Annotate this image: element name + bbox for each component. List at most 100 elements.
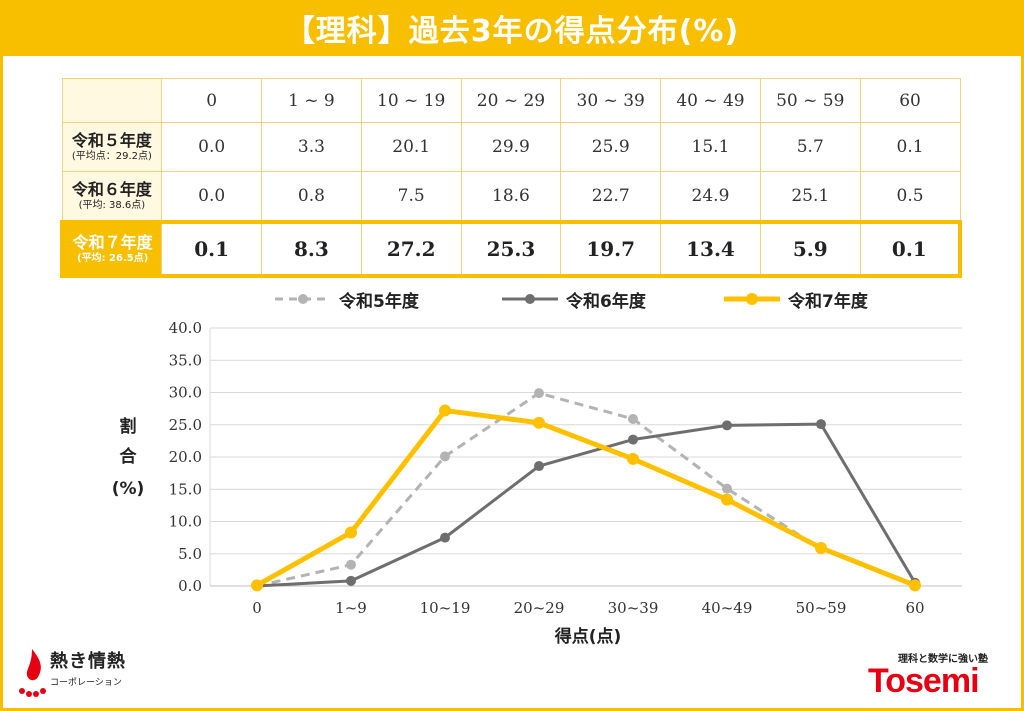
x-tick-label: 10~19: [420, 599, 471, 617]
x-tick-label: 50~59: [796, 599, 847, 617]
row-year: 令和６年度: [71, 180, 152, 199]
x-tick-label: 60: [905, 599, 924, 617]
x-tick-label: 40~49: [702, 599, 753, 617]
data-point-0: [722, 483, 732, 494]
row-year: 令和５年度: [71, 131, 152, 150]
data-point-1: [722, 420, 732, 431]
x-tick-label: 0: [252, 599, 262, 617]
row-year: 令和７年度: [72, 233, 153, 252]
table-cell: 0.8: [261, 171, 362, 223]
data-point-0: [534, 388, 544, 399]
col-header: 30 ~ 39: [560, 78, 662, 123]
row-average: (平均点：29.2点): [71, 151, 152, 162]
y-axis-label: 割: [120, 416, 137, 437]
logo-tagline: 理科と数学に強い塾: [898, 654, 988, 665]
table-cell: 0.1: [161, 220, 263, 278]
col-header: 50 ~ 59: [759, 78, 861, 123]
corporation-logo: 熱き情熱 コーポレーション: [18, 645, 148, 700]
data-point-2: [721, 493, 733, 506]
series-line-2: [255, 408, 916, 588]
y-tick-label: 10.0: [169, 513, 202, 531]
data-point-2: [815, 541, 827, 554]
data-point-2: [345, 526, 357, 539]
col-header: 10 ~ 19: [360, 78, 462, 123]
col-header: 60: [859, 78, 961, 123]
col-header: 20 ~ 29: [460, 78, 562, 123]
row-average: (平均: 38.6点): [78, 200, 146, 211]
table-cell: 7.5: [360, 171, 462, 223]
data-point-0: [628, 413, 638, 424]
logo-brand: Tosemi: [868, 662, 980, 700]
legend-swatch-r5: [275, 294, 331, 304]
table-cell: 29.9: [460, 122, 562, 172]
x-tick-label: 30~39: [608, 599, 659, 617]
y-axis-label: (%): [112, 479, 145, 499]
table-cell: 19.7: [560, 220, 662, 278]
y-tick-label: 20.0: [169, 448, 202, 466]
x-axis-label: 得点(点): [554, 626, 622, 647]
row-average: (平均: 26.5点): [76, 253, 149, 264]
table-row-r7: 令和７年度 (平均: 26.5点) 0.1 8.3 27.2 25.3 19.7…: [60, 220, 962, 278]
legend-label: 令和7年度: [788, 291, 868, 312]
data-point-1: [346, 575, 356, 586]
data-point-0: [440, 451, 450, 462]
table-cell: 13.4: [660, 220, 761, 278]
table-cell: 25.3: [460, 220, 562, 278]
logo-name: 熱き情熱: [50, 651, 126, 672]
data-point-2: [533, 416, 545, 429]
legend-swatch-r6: [502, 294, 558, 304]
table-cell: 25.1: [759, 171, 861, 223]
row-header-r5: 令和５年度 (平均点：29.2点): [61, 122, 163, 172]
title-bar: 【理科】過去3年の得点分布(%): [0, 0, 1024, 56]
y-axis-label: 合: [120, 446, 138, 467]
legend-item-r6: 令和6年度: [500, 284, 646, 314]
legend-label: 令和5年度: [339, 291, 419, 312]
row-header-r7: 令和７年度 (平均: 26.5点): [60, 220, 163, 278]
col-header: 1 ~ 9: [261, 78, 362, 123]
row-header-r6: 令和６年度 (平均: 38.6点): [61, 171, 163, 223]
col-header: 40 ~ 49: [660, 78, 761, 123]
x-tick-label: 1~9: [335, 599, 367, 617]
data-point-0: [346, 559, 356, 570]
y-tick-label: 40.0: [169, 319, 202, 337]
table-row-r5: 令和５年度 (平均点：29.2点) 0.0 3.3 20.1 29.9 25.9…: [61, 122, 961, 172]
y-tick-label: 15.0: [169, 480, 202, 498]
data-point-2: [627, 452, 639, 465]
y-tick-label: 25.0: [169, 416, 202, 434]
data-point-2: [439, 404, 451, 417]
tosemi-logo: 理科と数学に強い塾 Tosemi: [868, 650, 1018, 705]
legend-label: 令和6年度: [566, 291, 646, 312]
page-title: 【理科】過去3年の得点分布(%): [284, 14, 740, 49]
data-point-2: [251, 579, 263, 592]
legend-swatch-r7: [724, 293, 780, 305]
data-point-1: [534, 461, 544, 472]
y-tick-label: 35.0: [169, 351, 202, 369]
table-cell: 0.1: [859, 122, 961, 172]
table-cell: 0.1: [859, 220, 962, 278]
table-header-row: 0 1 ~ 9 10 ~ 19 20 ~ 29 30 ~ 39 40 ~ 49 …: [61, 78, 961, 123]
table-cell: 24.9: [660, 171, 761, 223]
data-point-1: [440, 532, 450, 543]
table-cell: 20.1: [360, 122, 462, 172]
data-point-1: [816, 419, 826, 430]
table-cell: 8.3: [261, 220, 362, 278]
distribution-table: 0 1 ~ 9 10 ~ 19 20 ~ 29 30 ~ 39 40 ~ 49 …: [60, 78, 962, 278]
table-cell: 5.7: [759, 122, 861, 172]
table-cell: 15.1: [660, 122, 761, 172]
y-tick-label: 5.0: [178, 545, 202, 563]
y-tick-label: 30.0: [169, 384, 202, 402]
x-tick-label: 20~29: [514, 599, 565, 617]
table-cell: 0.5: [859, 171, 961, 223]
table-cell: 3.3: [261, 122, 362, 172]
chart-legend: 令和5年度 令和6年度 令和7年度: [0, 284, 1024, 314]
logo-subtitle: コーポレーション: [50, 678, 122, 688]
col-header: 0: [161, 78, 263, 123]
legend-item-r5: 令和5年度: [273, 284, 419, 314]
flame-icon: [19, 649, 46, 697]
series-line-1: [256, 422, 917, 588]
table-row-r6: 令和６年度 (平均: 38.6点) 0.0 0.8 7.5 18.6 22.7 …: [61, 171, 961, 223]
table-cell: 0.0: [161, 122, 263, 172]
legend-item-r7: 令和7年度: [722, 284, 868, 314]
data-point-2: [909, 579, 921, 592]
